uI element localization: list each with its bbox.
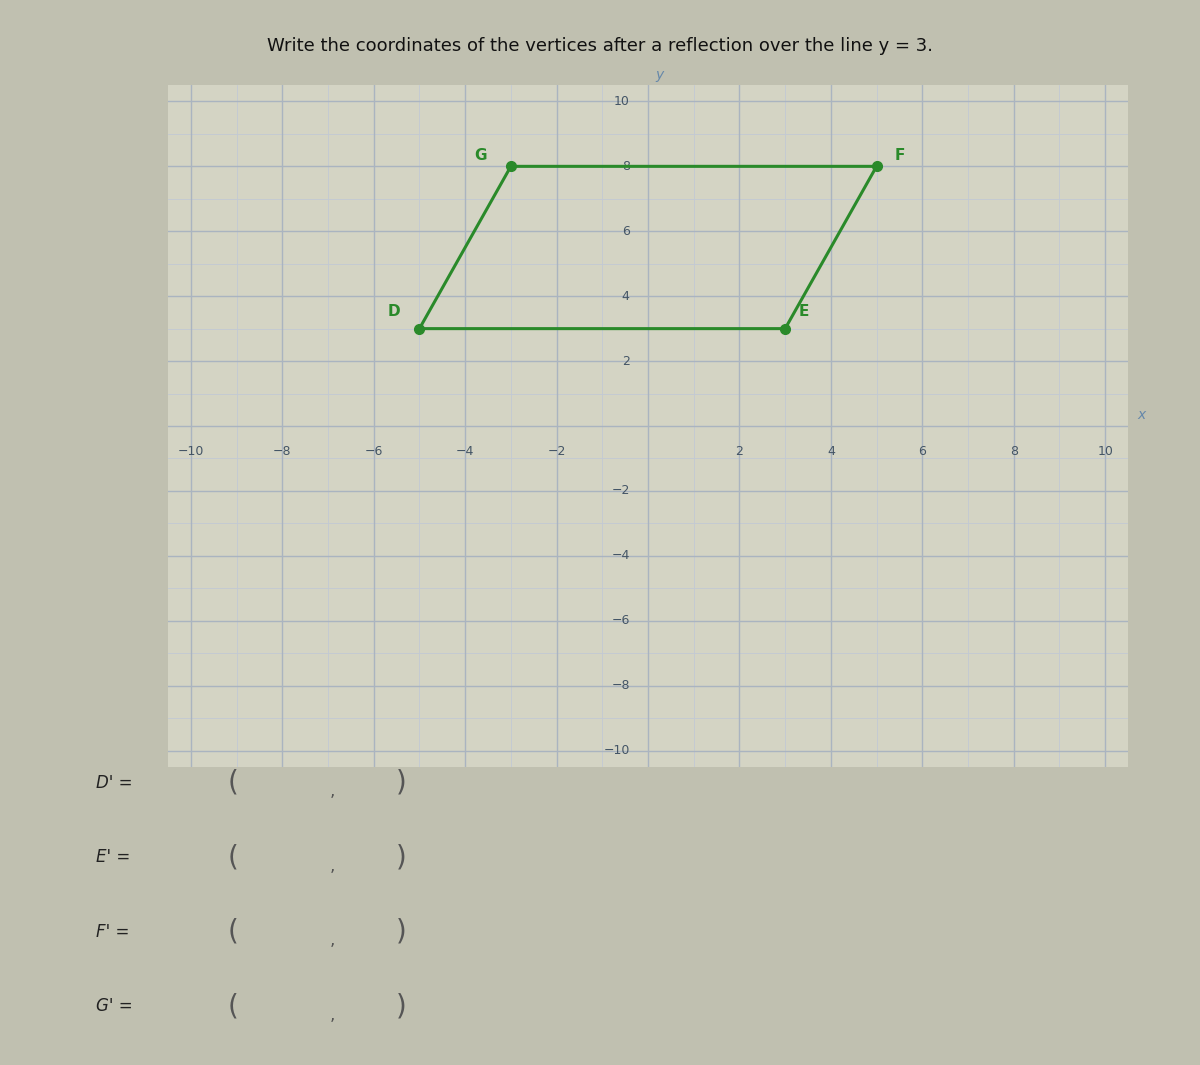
Text: ): ) (396, 993, 407, 1020)
Text: ,: , (330, 857, 335, 874)
Text: G' =: G' = (96, 998, 133, 1015)
Text: x: x (1138, 408, 1146, 422)
Text: −2: −2 (611, 485, 630, 497)
Text: 10: 10 (614, 95, 630, 108)
Text: −6: −6 (365, 445, 383, 458)
Text: 4: 4 (827, 445, 835, 458)
Text: −10: −10 (604, 744, 630, 757)
Text: 8: 8 (1009, 445, 1018, 458)
Text: ,: , (330, 932, 335, 949)
Text: F: F (895, 148, 905, 163)
Text: 6: 6 (918, 445, 926, 458)
Text: 8: 8 (622, 160, 630, 173)
Text: y: y (655, 68, 664, 82)
Text: −4: −4 (611, 550, 630, 562)
Text: −2: −2 (547, 445, 565, 458)
Text: 4: 4 (622, 290, 630, 302)
Text: 6: 6 (622, 225, 630, 237)
Text: G: G (474, 148, 487, 163)
Text: ,: , (330, 1006, 335, 1023)
Text: E: E (799, 304, 809, 318)
Text: −10: −10 (178, 445, 204, 458)
Text: (: ( (228, 993, 239, 1020)
Text: E' =: E' = (96, 849, 131, 866)
Text: D: D (388, 304, 400, 318)
Text: D' =: D' = (96, 774, 132, 791)
Text: ): ) (396, 843, 407, 871)
Text: −6: −6 (611, 615, 630, 627)
Text: Write the coordinates of the vertices after a reflection over the line y = 3.: Write the coordinates of the vertices af… (266, 37, 934, 55)
Text: ,: , (330, 783, 335, 800)
Text: ): ) (396, 769, 407, 797)
Text: F' =: F' = (96, 923, 130, 940)
Text: −8: −8 (611, 679, 630, 692)
Text: (: ( (228, 843, 239, 871)
Text: −4: −4 (456, 445, 474, 458)
Text: 2: 2 (622, 355, 630, 367)
Text: ): ) (396, 918, 407, 946)
Text: (: ( (228, 918, 239, 946)
Text: 2: 2 (736, 445, 743, 458)
Text: (: ( (228, 769, 239, 797)
Text: −8: −8 (274, 445, 292, 458)
Text: 10: 10 (1097, 445, 1114, 458)
